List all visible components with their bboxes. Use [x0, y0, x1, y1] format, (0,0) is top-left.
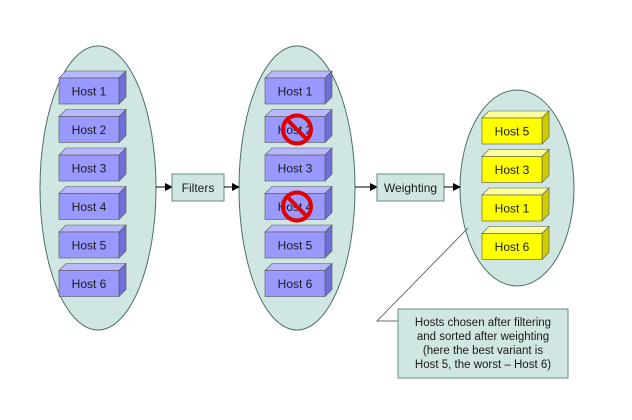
- host-label: Host 6: [278, 277, 313, 291]
- host-label: Host 5: [278, 239, 313, 253]
- filtered-out-host-block: Host 4: [264, 185, 333, 223]
- forbidden-icon: [281, 190, 313, 223]
- sorted-host-block: Host 5: [481, 110, 550, 145]
- input-host-block: Host 2: [58, 108, 127, 144]
- filtered-out-host-block: Host 2: [264, 108, 333, 146]
- host-label: Host 2: [72, 123, 107, 137]
- host-label: Host 5: [495, 125, 530, 139]
- sorted-host-block: Host 3: [481, 148, 550, 184]
- sorted-hosts-column: Host 5 Host 3 Host 1 Host 6: [481, 110, 550, 261]
- weighting-label: Weighting: [384, 181, 437, 195]
- input-hosts-column: Host 1 Host 2 Host 3 Host 4 Host 5 Host 6: [58, 70, 127, 298]
- input-host-block: Host 3: [58, 147, 127, 182]
- host-label: Host 5: [72, 239, 107, 253]
- weighting-box: [376, 173, 445, 202]
- forbidden-icon: [281, 113, 313, 146]
- note-line-1: Hosts chosen after filtering: [415, 317, 551, 329]
- callout-pointer-line: [375, 227, 469, 322]
- sorted-host-block: Host 1: [481, 187, 550, 222]
- host-label: Host 6: [72, 277, 107, 291]
- note-line-3: (here the best variant is: [423, 345, 543, 357]
- host-label: Host 4: [72, 200, 107, 214]
- filtered-hosts-column: Host 1 Host 2 Host 3 Host 4 Host 5 Host 6: [264, 70, 333, 298]
- note-line-4: Host 5, the worst – Host 6): [415, 359, 551, 371]
- filtered-host-block: Host 3: [264, 147, 333, 182]
- sorted-host-block: Host 6: [481, 225, 550, 261]
- host-label: Host 3: [495, 163, 530, 177]
- note-box: [397, 308, 569, 379]
- host-label: Host 6: [495, 240, 530, 254]
- input-host-block: Host 4: [58, 185, 127, 221]
- host-label: Host 3: [278, 162, 313, 176]
- note-line-2: and sorted after weighting: [417, 331, 549, 343]
- host-label: Host 1: [278, 85, 313, 99]
- host-label: Host 3: [72, 162, 107, 176]
- filtered-host-block: Host 5: [264, 224, 333, 259]
- input-host-block: Host 6: [58, 262, 127, 298]
- filtered-host-block: Host 1: [264, 70, 333, 105]
- host-label: Host 1: [72, 85, 107, 99]
- input-host-block: Host 1: [58, 70, 127, 105]
- filters-label: Filters: [182, 181, 215, 195]
- input-host-block: Host 5: [58, 224, 127, 259]
- filtered-host-block: Host 6: [264, 262, 333, 298]
- host-label: Host 1: [495, 202, 530, 216]
